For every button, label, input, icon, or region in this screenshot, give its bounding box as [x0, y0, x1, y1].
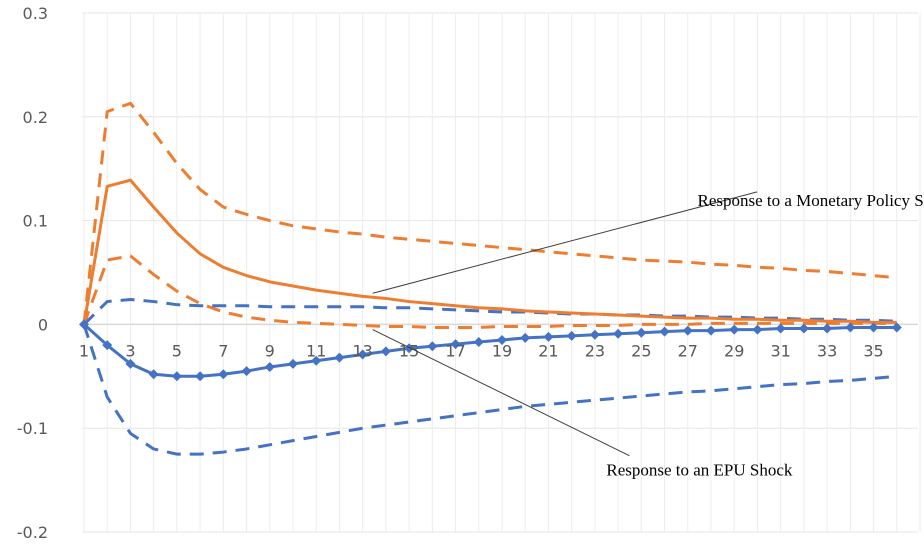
annotations: Response to a Monetary Policy Shock Respo… — [372, 191, 924, 480]
x-tick-label: 33 — [817, 341, 837, 360]
y-tick-label: -0.2 — [17, 523, 48, 542]
data-point-marker — [288, 358, 298, 369]
data-point-marker — [752, 324, 763, 335]
data-point-marker — [845, 322, 856, 333]
y-tick-label: -0.1 — [17, 419, 48, 438]
y-tick-label: 0 — [38, 315, 48, 334]
y-tick-label: 0.1 — [23, 212, 48, 231]
data-point-marker — [775, 323, 786, 334]
data-point-marker — [543, 331, 554, 342]
data-point-marker — [706, 325, 716, 336]
x-tick-label: 9 — [265, 341, 275, 360]
series-line — [82, 178, 897, 325]
x-axis: 1 3 5 7 9 11 13 15 17 19 21 23 25 27 29 31 33 35 — [79, 341, 884, 360]
data-point-marker — [868, 322, 879, 333]
data-point-marker — [148, 369, 159, 380]
x-tick-label: 31 — [770, 341, 790, 360]
data-point-marker — [102, 340, 113, 351]
x-tick-label: 23 — [585, 341, 605, 360]
data-point-marker — [427, 341, 438, 352]
y-axis: -0.2 -0.1 0 0.1 0.2 0.3 — [17, 4, 48, 542]
data-point-marker — [311, 355, 322, 366]
x-tick-label: 1 — [79, 341, 89, 360]
annotation-label: Response to an EPU Shock — [606, 461, 793, 480]
data-point-marker — [380, 346, 391, 357]
series-line — [82, 254, 897, 330]
annotation-label: Response to a Monetary Policy Shock — [698, 191, 924, 210]
data-point-marker — [636, 327, 647, 338]
data-point-marker — [218, 369, 229, 380]
data-point-marker — [520, 332, 531, 343]
x-tick-label: 5 — [172, 341, 182, 360]
x-tick-label: 27 — [678, 341, 698, 360]
x-tick-label: 13 — [352, 341, 372, 360]
series-layer — [79, 101, 902, 456]
data-point-marker — [566, 330, 577, 341]
data-point-marker — [171, 371, 182, 382]
series-line — [82, 101, 897, 325]
y-tick-label: 0.2 — [23, 108, 48, 127]
x-tick-label: 11 — [306, 341, 326, 360]
data-point-marker — [589, 329, 600, 340]
data-point-marker — [682, 325, 693, 336]
data-point-marker — [79, 319, 89, 330]
x-tick-label: 21 — [538, 341, 558, 360]
data-point-marker — [798, 323, 809, 334]
x-tick-label: 17 — [445, 341, 465, 360]
data-point-marker — [473, 337, 484, 348]
data-point-marker — [891, 322, 902, 333]
data-point-marker — [264, 361, 275, 372]
y-tick-label: 0.3 — [23, 4, 48, 23]
data-point-marker — [450, 339, 461, 350]
x-tick-label: 7 — [218, 341, 228, 360]
x-tick-label: 35 — [863, 341, 883, 360]
data-point-marker — [822, 323, 833, 334]
annotation-leader-line — [372, 329, 630, 457]
x-tick-label: 19 — [492, 341, 512, 360]
data-point-marker — [659, 326, 670, 337]
x-tick-label: 15 — [399, 341, 419, 360]
x-tick-label: 29 — [724, 341, 744, 360]
series-line — [82, 323, 897, 456]
data-point-marker — [334, 352, 345, 363]
data-point-marker — [613, 328, 624, 339]
series-line — [82, 297, 897, 326]
data-point-marker — [195, 371, 206, 382]
data-point-marker — [729, 324, 740, 335]
data-point-marker — [125, 358, 136, 369]
x-tick-label: 25 — [631, 341, 651, 360]
data-point-marker — [241, 366, 252, 377]
data-point-marker — [497, 334, 507, 345]
gridlines — [82, 12, 921, 533]
x-tick-label: 3 — [125, 341, 135, 360]
annotation-leader-line — [372, 191, 758, 294]
data-point-marker — [357, 349, 368, 360]
